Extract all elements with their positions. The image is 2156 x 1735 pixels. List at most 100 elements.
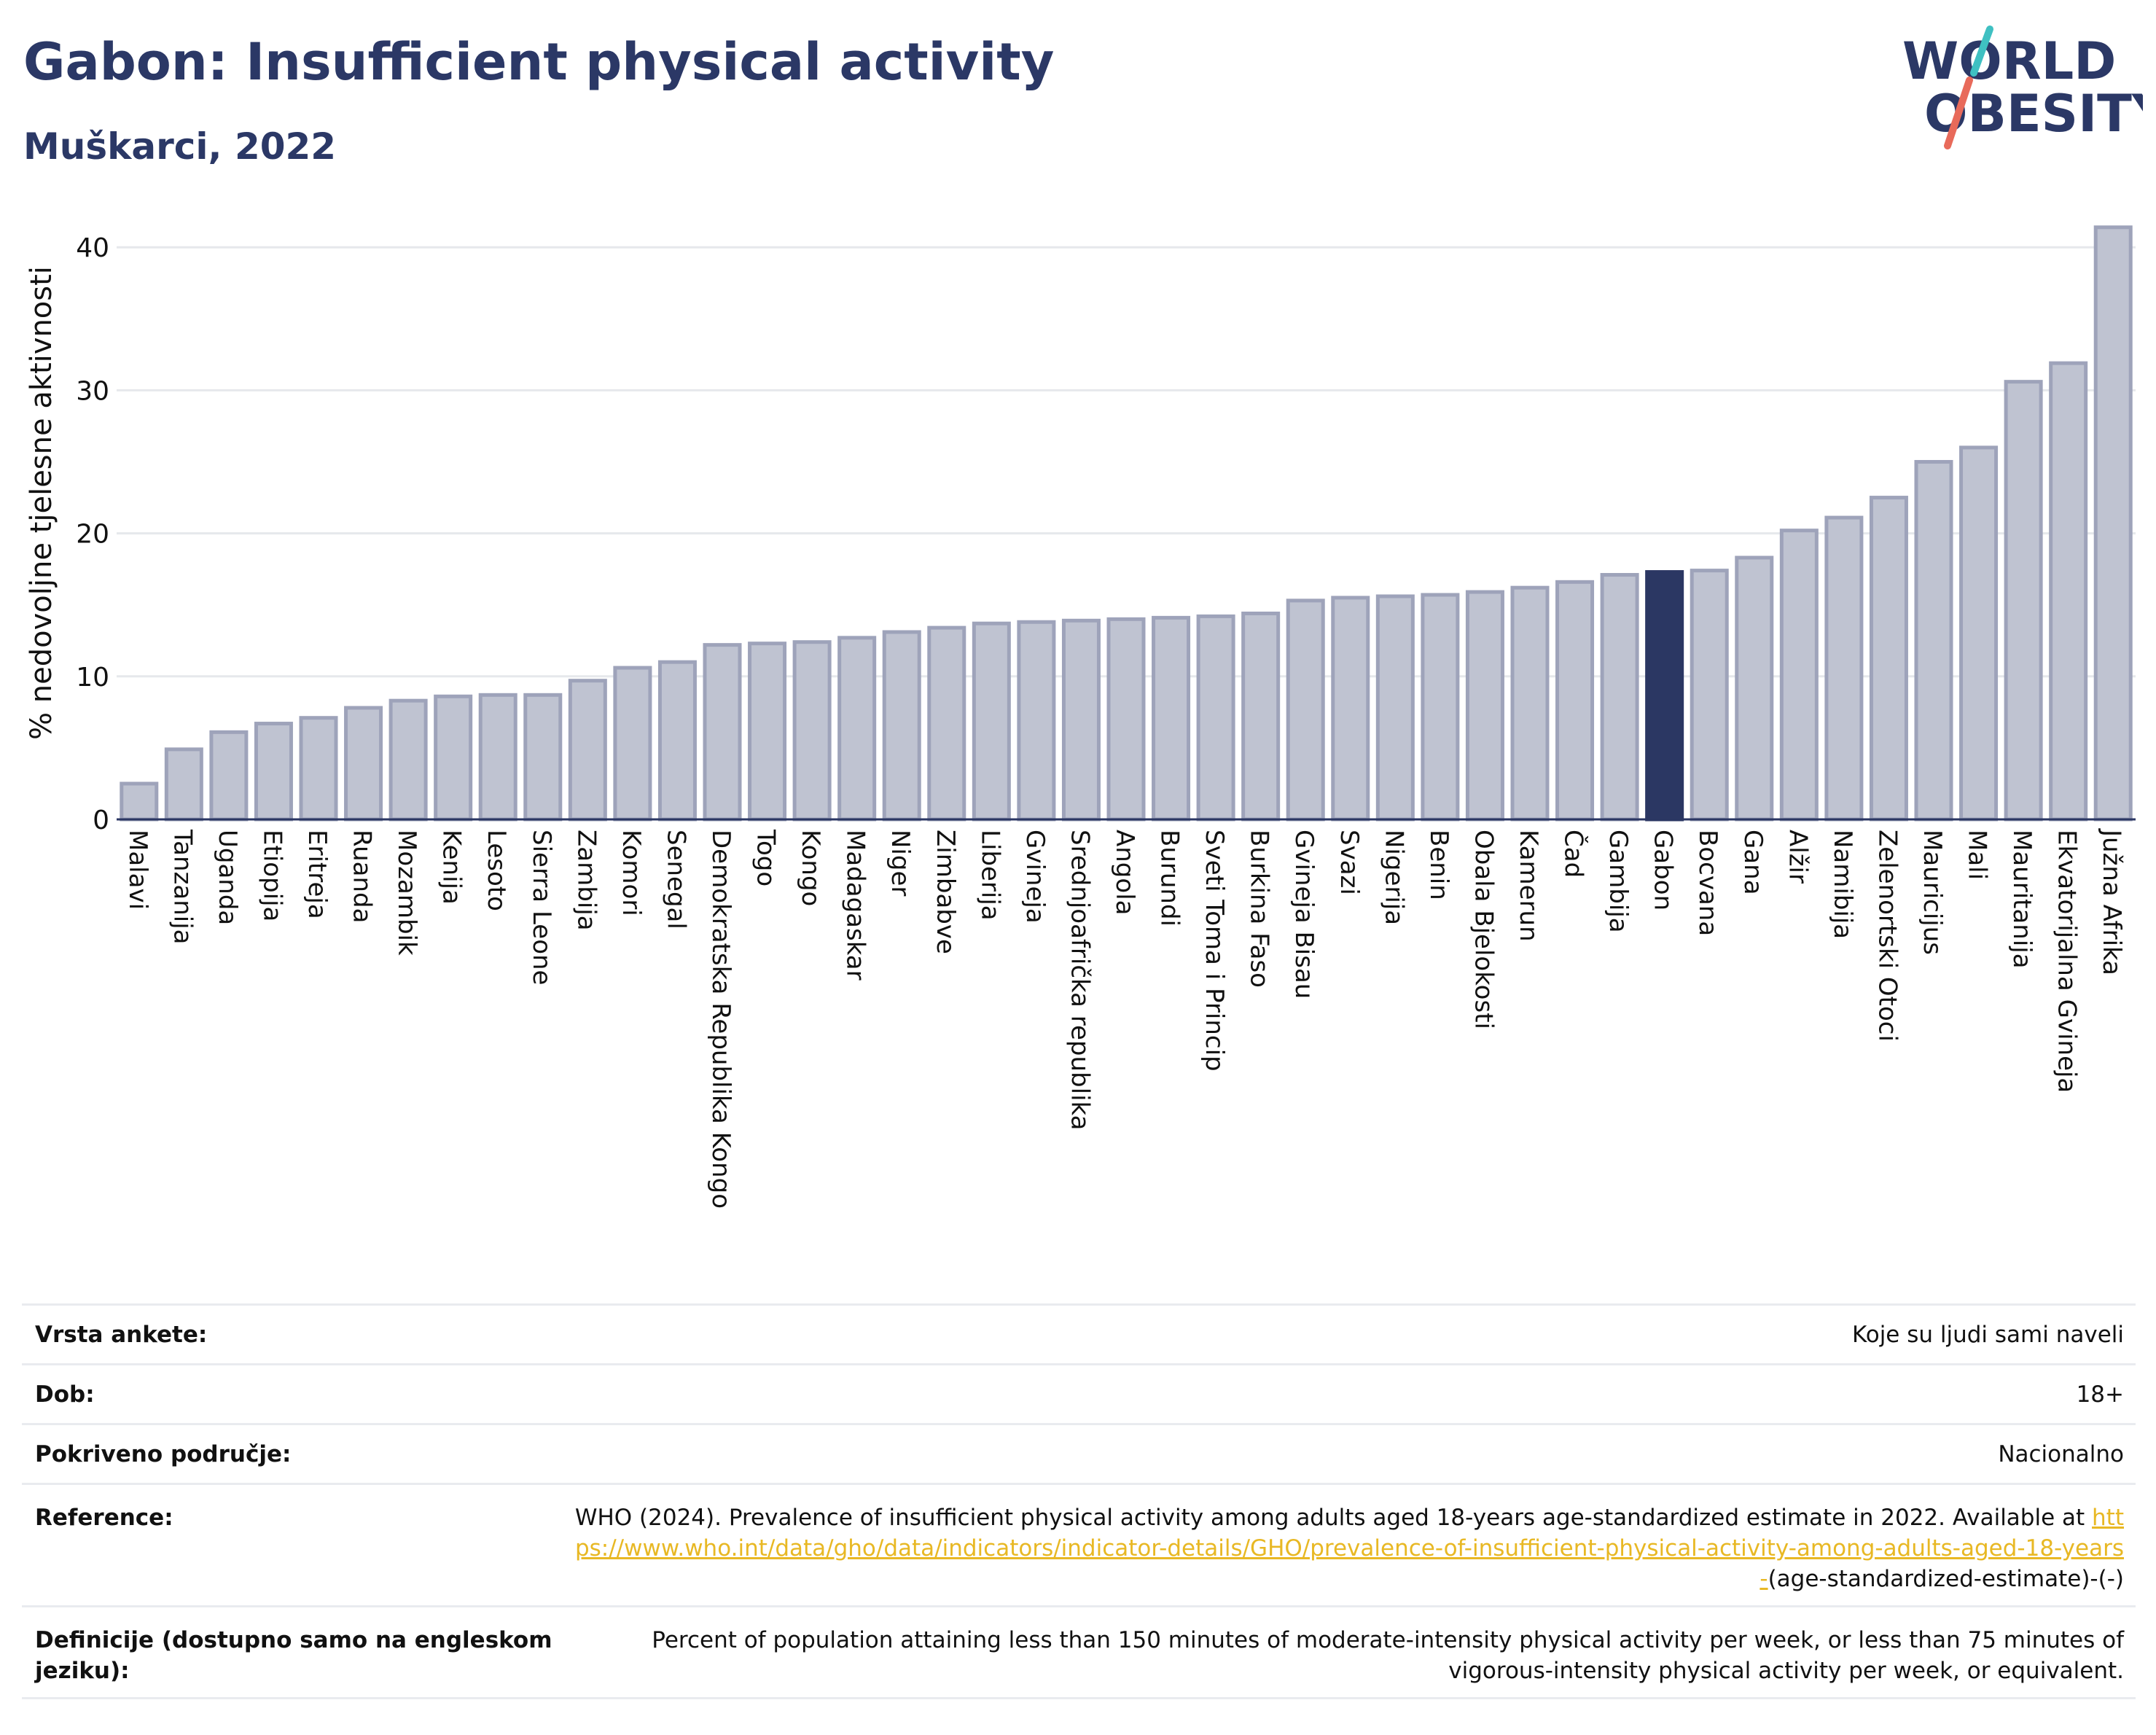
bar (1779, 529, 1819, 822)
info-value: Nacionalno (1998, 1440, 2124, 1467)
bar (613, 666, 652, 822)
x-tick-label: Etiopija (257, 830, 286, 921)
bar (2049, 361, 2088, 822)
bar (792, 640, 832, 822)
x-tick-label: Burundi (1155, 830, 1184, 927)
x-tick-label: Malavi (123, 830, 152, 910)
info-label: Definicije (dostupno samo na engleskom j… (35, 1627, 552, 1684)
x-tick-label: Mozambik (392, 830, 421, 956)
x-tick-label: Sveti Toma i Princip (1200, 830, 1229, 1072)
bar (164, 747, 203, 822)
logo-coral-slash (1944, 77, 1973, 149)
x-tick-label: Nigerija (1379, 830, 1408, 925)
bar (1510, 585, 1550, 822)
x-tick-label: Madagaskar (841, 830, 870, 980)
bar-highlighted (1645, 570, 1684, 822)
x-tick-label: Kenija (437, 830, 466, 905)
x-tick-label: Togo (751, 829, 781, 886)
x-tick-label: Benin (1424, 830, 1453, 900)
bar (1061, 618, 1101, 822)
bar (1690, 569, 1729, 822)
x-tick-label: Burkina Faso (1245, 830, 1274, 988)
bar (972, 621, 1011, 822)
page-subtitle: Muškarci, 2022 (23, 125, 337, 168)
info-label: Pokriveno područje: (35, 1440, 292, 1467)
bar (1421, 593, 1460, 822)
x-axis-labels: Malavi Tanzanija Uganda Etiopija Eritreja Rua… (123, 828, 2126, 1209)
x-tick-label: Srednjoafrička republika (1065, 830, 1094, 1130)
info-row-coverage: Pokriveno područje: Nacionalno (22, 1425, 2136, 1485)
x-tick-label: Svazi (1335, 830, 1364, 895)
bar (1555, 580, 1595, 822)
info-label: Dob: (35, 1381, 95, 1408)
bar (1375, 594, 1415, 822)
info-row-reference: Reference: WHO (2024). Prevalence of ins… (22, 1485, 2136, 1607)
bar-chart: 0 10 20 30 40 Malavi Tanzanija Uganda Etiopija E… (25, 225, 2136, 1209)
reference-text: WHO (2024). Prevalence of insufficient p… (571, 1502, 2136, 1594)
x-tick-label: Mauricijus (1918, 830, 1947, 955)
x-tick-label: Mauritanija (2007, 830, 2036, 969)
bar (703, 643, 742, 822)
info-table: Vrsta ankete: Koje su ljudi sami naveli … (22, 1303, 2136, 1699)
x-tick-label: Južna Afrika (2097, 828, 2126, 975)
y-tick-label: 10 (76, 663, 109, 693)
x-tick-label: Gambija (1604, 830, 1633, 933)
bar (1196, 614, 1235, 822)
x-tick-label: Čad (1559, 830, 1589, 878)
bar (344, 706, 383, 822)
bar (434, 694, 473, 822)
bar (120, 781, 159, 822)
info-value: Percent of population attaining less tha… (652, 1627, 2124, 1684)
bar (568, 679, 607, 822)
info-value: Koje su ljudi sami naveli (1851, 1321, 2124, 1348)
x-tick-label: Obala Bjelokosti (1469, 830, 1498, 1029)
x-tick-label: Alžir (1783, 830, 1812, 884)
x-tick-label: Demokratska Republika Kongo (706, 830, 735, 1209)
reference-citation: WHO (2024). Prevalence of insufficient p… (574, 1505, 2085, 1531)
info-row-definition: Definicije (dostupno samo na engleskom j… (22, 1607, 2136, 1699)
bar (1600, 573, 1639, 822)
bar (1824, 515, 1864, 822)
x-tick-label: Kongo (796, 830, 825, 906)
x-tick-label: Zambija (571, 830, 601, 931)
y-axis-ticks: 0 10 20 30 40 (76, 233, 109, 835)
bar (882, 630, 921, 822)
bar (209, 730, 249, 822)
bar (837, 636, 877, 822)
info-row-survey-type: Vrsta ankete: Koje su ljudi sami naveli (22, 1306, 2136, 1365)
bar (1286, 599, 1325, 822)
bar (1959, 445, 1999, 822)
x-tick-label: Kamerun (1514, 830, 1543, 942)
x-tick-label: Sierra Leone (527, 830, 556, 985)
bar (1241, 611, 1281, 822)
logo-word-world: WORLD (1902, 31, 2116, 91)
x-tick-label: Angola (1110, 830, 1139, 915)
bar (2093, 225, 2133, 822)
x-tick-label: Senegal (661, 830, 690, 929)
x-tick-label: Liberija (975, 830, 1004, 921)
x-tick-label: Tanzanija (168, 829, 197, 944)
page-title: Gabon: Insufficient physical activity (23, 32, 1055, 92)
bar (657, 660, 697, 822)
x-tick-label: Bocvana (1693, 830, 1722, 936)
bar (927, 625, 966, 822)
x-tick-label: Zelenortski Otoci (1872, 830, 1902, 1042)
x-tick-label: Gvineja (1020, 830, 1050, 924)
x-tick-label: Komori (617, 830, 646, 916)
x-tick-label: Ekvatorijalna Gvineja (2053, 830, 2082, 1093)
bar (1869, 496, 1908, 822)
bar (523, 693, 563, 822)
logo-teal-slash (1970, 26, 1993, 77)
bar (2004, 380, 2043, 822)
bar (1017, 620, 1056, 822)
x-tick-label: Eritreja (302, 830, 332, 919)
reference-link[interactable]: https://www.who.int/data/gho/data/indica… (574, 1505, 2124, 1592)
y-tick-label: 30 (76, 376, 109, 406)
x-tick-label: Niger (886, 830, 915, 896)
world-obesity-logo: WORLD OBESITY (1902, 26, 2143, 149)
bar (1465, 590, 1504, 822)
bar (748, 642, 787, 822)
info-label: Reference: (35, 1505, 173, 1531)
bar (388, 698, 428, 822)
x-tick-label: Gana (1738, 830, 1768, 895)
